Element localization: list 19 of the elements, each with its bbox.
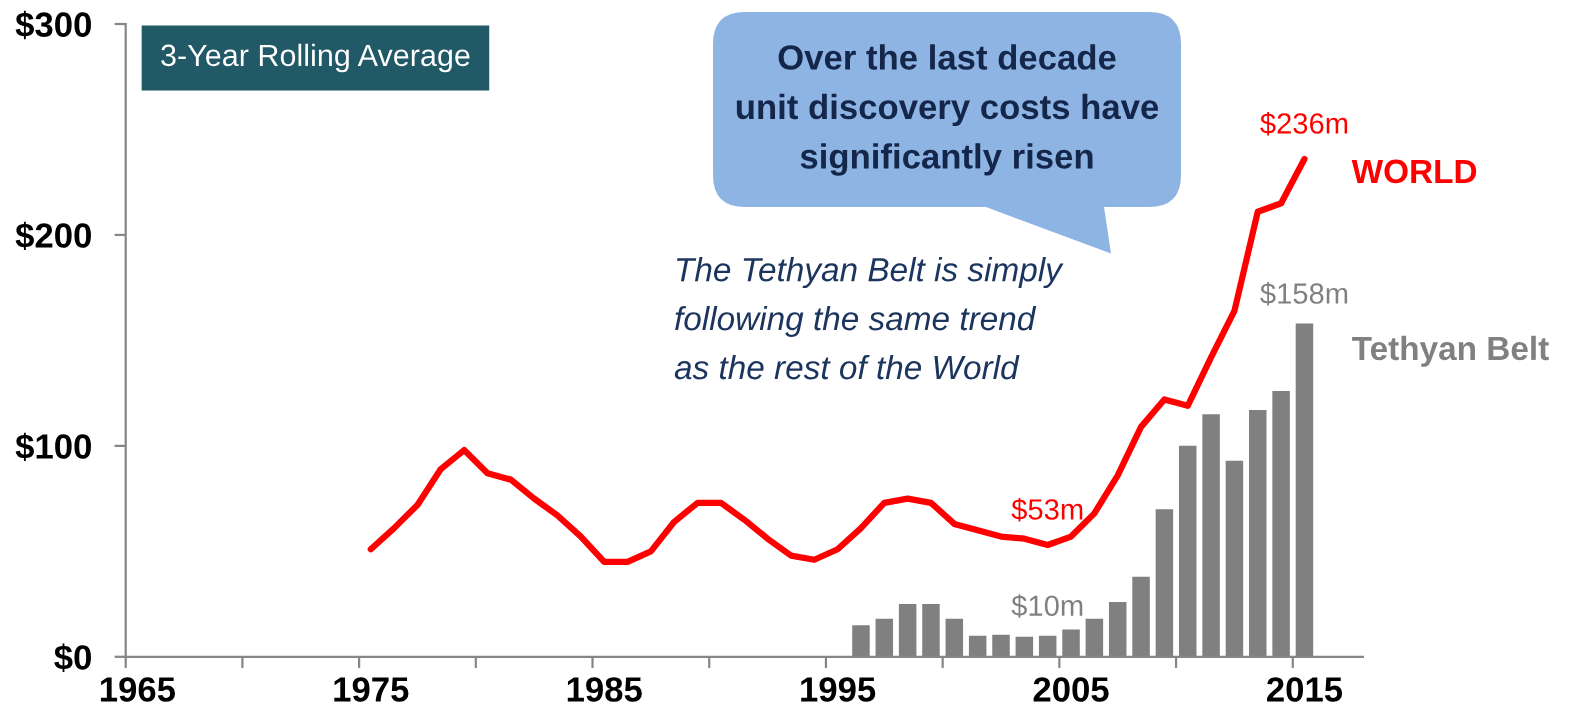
series-label: WORLD	[1351, 159, 1477, 184]
x-tick-label: 1985	[567, 677, 642, 702]
y-tick-label: $100	[15, 432, 91, 462]
data-label: $236m	[1260, 111, 1348, 136]
x-tick-label: 1975	[334, 677, 409, 702]
y-tick-label: $0	[54, 643, 91, 672]
data-label: $158m	[1260, 281, 1348, 306]
series-label: Tethyan Belt	[1352, 335, 1549, 367]
data-label: $10m	[1011, 594, 1083, 618]
x-tick-label: 1965	[100, 677, 176, 702]
annotation: Over the last decade unit discovery costs have significantly risen	[736, 44, 1159, 176]
y-tick-label: $200	[15, 221, 91, 251]
x-tick-label: 2005	[1033, 677, 1109, 702]
annotation: 3-Year Rolling Average	[161, 43, 470, 73]
x-tick-label: 2015	[1267, 677, 1343, 702]
annotation: The Tethyan Belt is simply following the same trend as the rest of the World	[674, 257, 1064, 380]
data-label: $53m	[1011, 497, 1083, 522]
y-tick-label: $300	[15, 10, 91, 40]
x-tick-label: 1995	[801, 677, 876, 702]
